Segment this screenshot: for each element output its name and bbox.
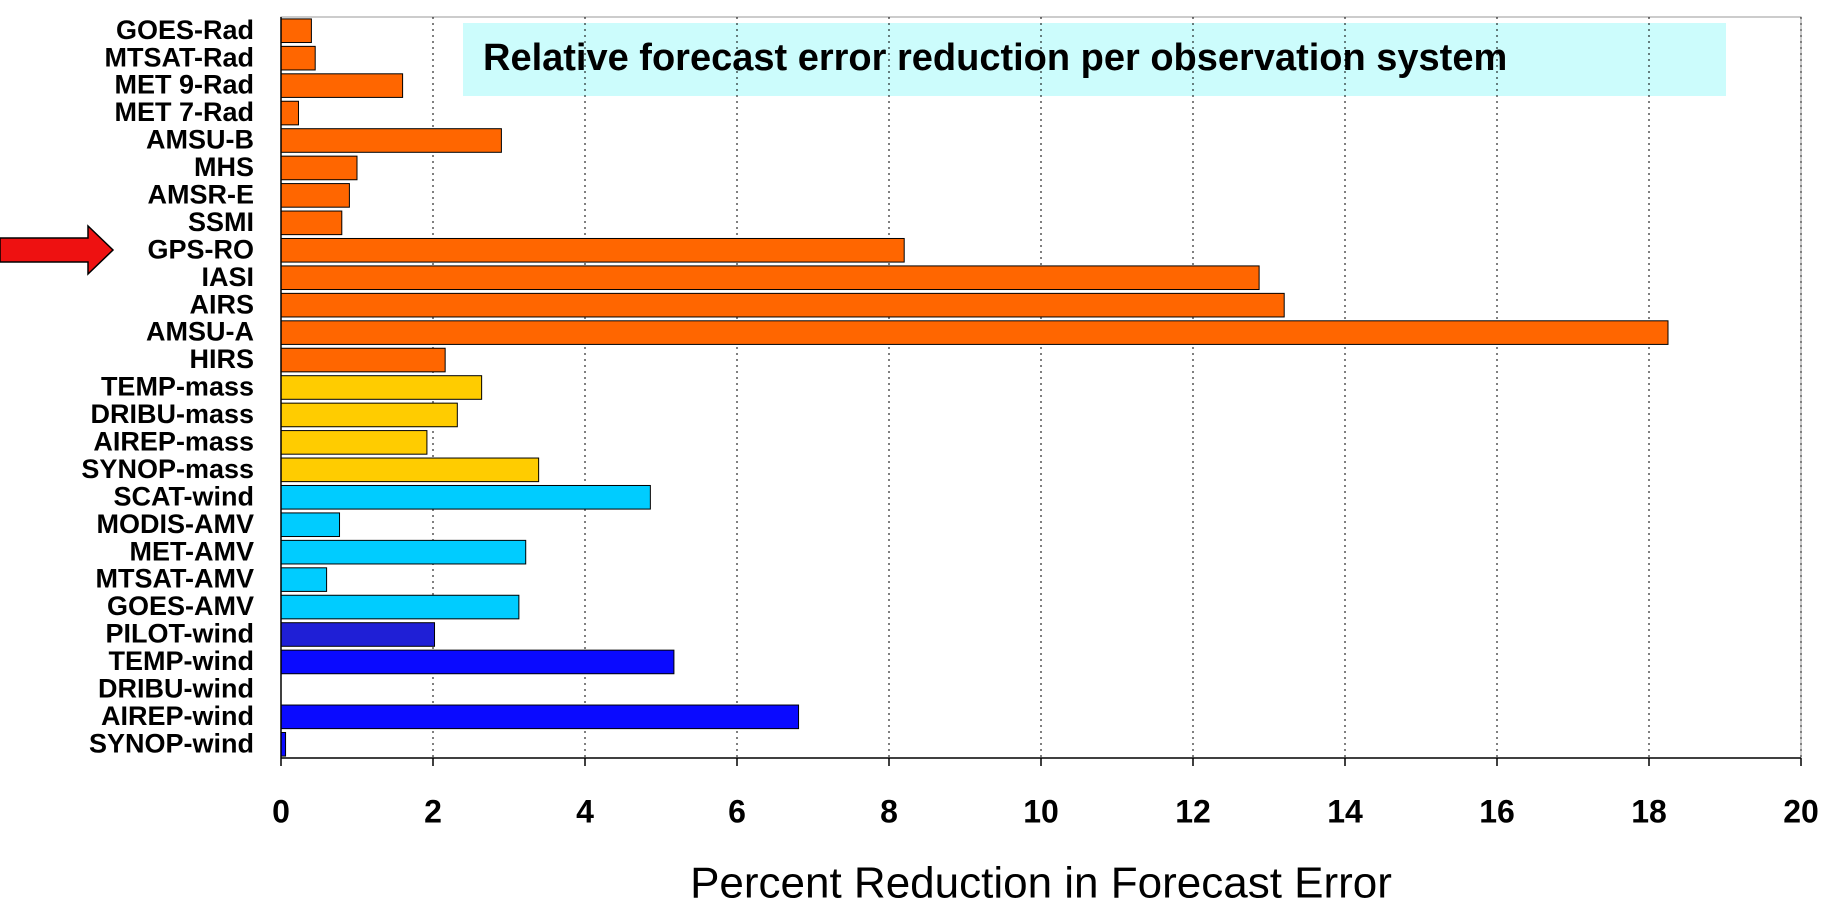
bar [280,622,436,647]
y-tick-label: AIRS [189,289,254,319]
x-tick-label: 16 [1479,793,1515,829]
x-tick-label: 12 [1175,793,1211,829]
y-tick-label: AMSR-E [148,180,255,210]
title-box [463,23,1726,96]
y-tick-label: MET 9-Rad [114,70,254,100]
y-tick-label: SYNOP-mass [81,454,254,484]
bar [280,18,312,44]
y-tick-label: MET 7-Rad [114,97,254,127]
y-tick-label: SCAT-wind [114,481,254,511]
bar [280,210,343,236]
y-tick-label: SSMI [188,207,254,237]
bar [280,512,341,538]
bar [280,155,358,181]
chart-title: Relative forecast error reduction per ob… [483,37,1507,79]
bar [280,430,428,455]
y-tick-label: PILOT-wind [106,619,255,649]
x-tick-label: 14 [1327,793,1363,829]
x-tick-label: 8 [880,793,898,829]
bar [280,649,675,675]
y-tick-label: GPS-RO [147,234,254,264]
y-tick-label: AMSU-A [146,317,254,347]
x-tick-label: 10 [1023,793,1059,829]
x-tick-label: 2 [424,793,442,829]
x-tick-label: 6 [728,793,746,829]
bar [280,375,483,400]
bar [280,539,527,565]
plot-frame [280,16,1802,759]
y-tick-label: TEMP-wind [109,646,254,676]
bar [280,457,540,483]
y-tick-label: IASI [201,262,254,292]
y-tick-label: AIREP-mass [93,427,254,457]
bar [280,292,1285,318]
bar [280,594,520,620]
bar [280,567,328,592]
y-tick-label: GOES-Rad [116,15,254,45]
y-tick-label: MTSAT-AMV [96,564,254,594]
x-tick-label: 0 [272,793,290,829]
bar [280,73,404,98]
x-tick-label: 4 [576,793,594,829]
highlight-arrow [0,224,115,276]
y-tick-label: HIRS [189,344,254,374]
bar [280,320,1669,345]
bar [280,484,651,510]
y-tick-label: MODIS-AMV [97,509,255,539]
bar [280,347,446,373]
bar [280,265,1260,291]
y-tick-label: DRIBU-mass [90,399,254,429]
bar [280,402,458,428]
bar [280,128,502,153]
y-tick-label: AMSU-B [146,125,254,155]
y-tick-label: TEMP-mass [101,372,254,402]
x-axis-title: Percent Reduction in Forecast Error [690,859,1392,908]
y-tick-label: MET-AMV [130,536,255,566]
y-tick-label: AIREP-wind [101,701,254,731]
bar [280,183,350,208]
bar [280,704,800,730]
y-tick-label: MTSAT-Rad [105,42,255,72]
y-tick-label: MHS [194,152,254,182]
x-tick-label: 20 [1783,793,1819,829]
bar [280,237,905,263]
bar [280,100,299,126]
y-tick-label: DRIBU-wind [98,674,254,704]
y-tick-label: SYNOP-wind [89,728,254,758]
x-tick-label: 18 [1631,793,1667,829]
y-tick-label: GOES-AMV [107,591,254,621]
bar [280,45,316,71]
